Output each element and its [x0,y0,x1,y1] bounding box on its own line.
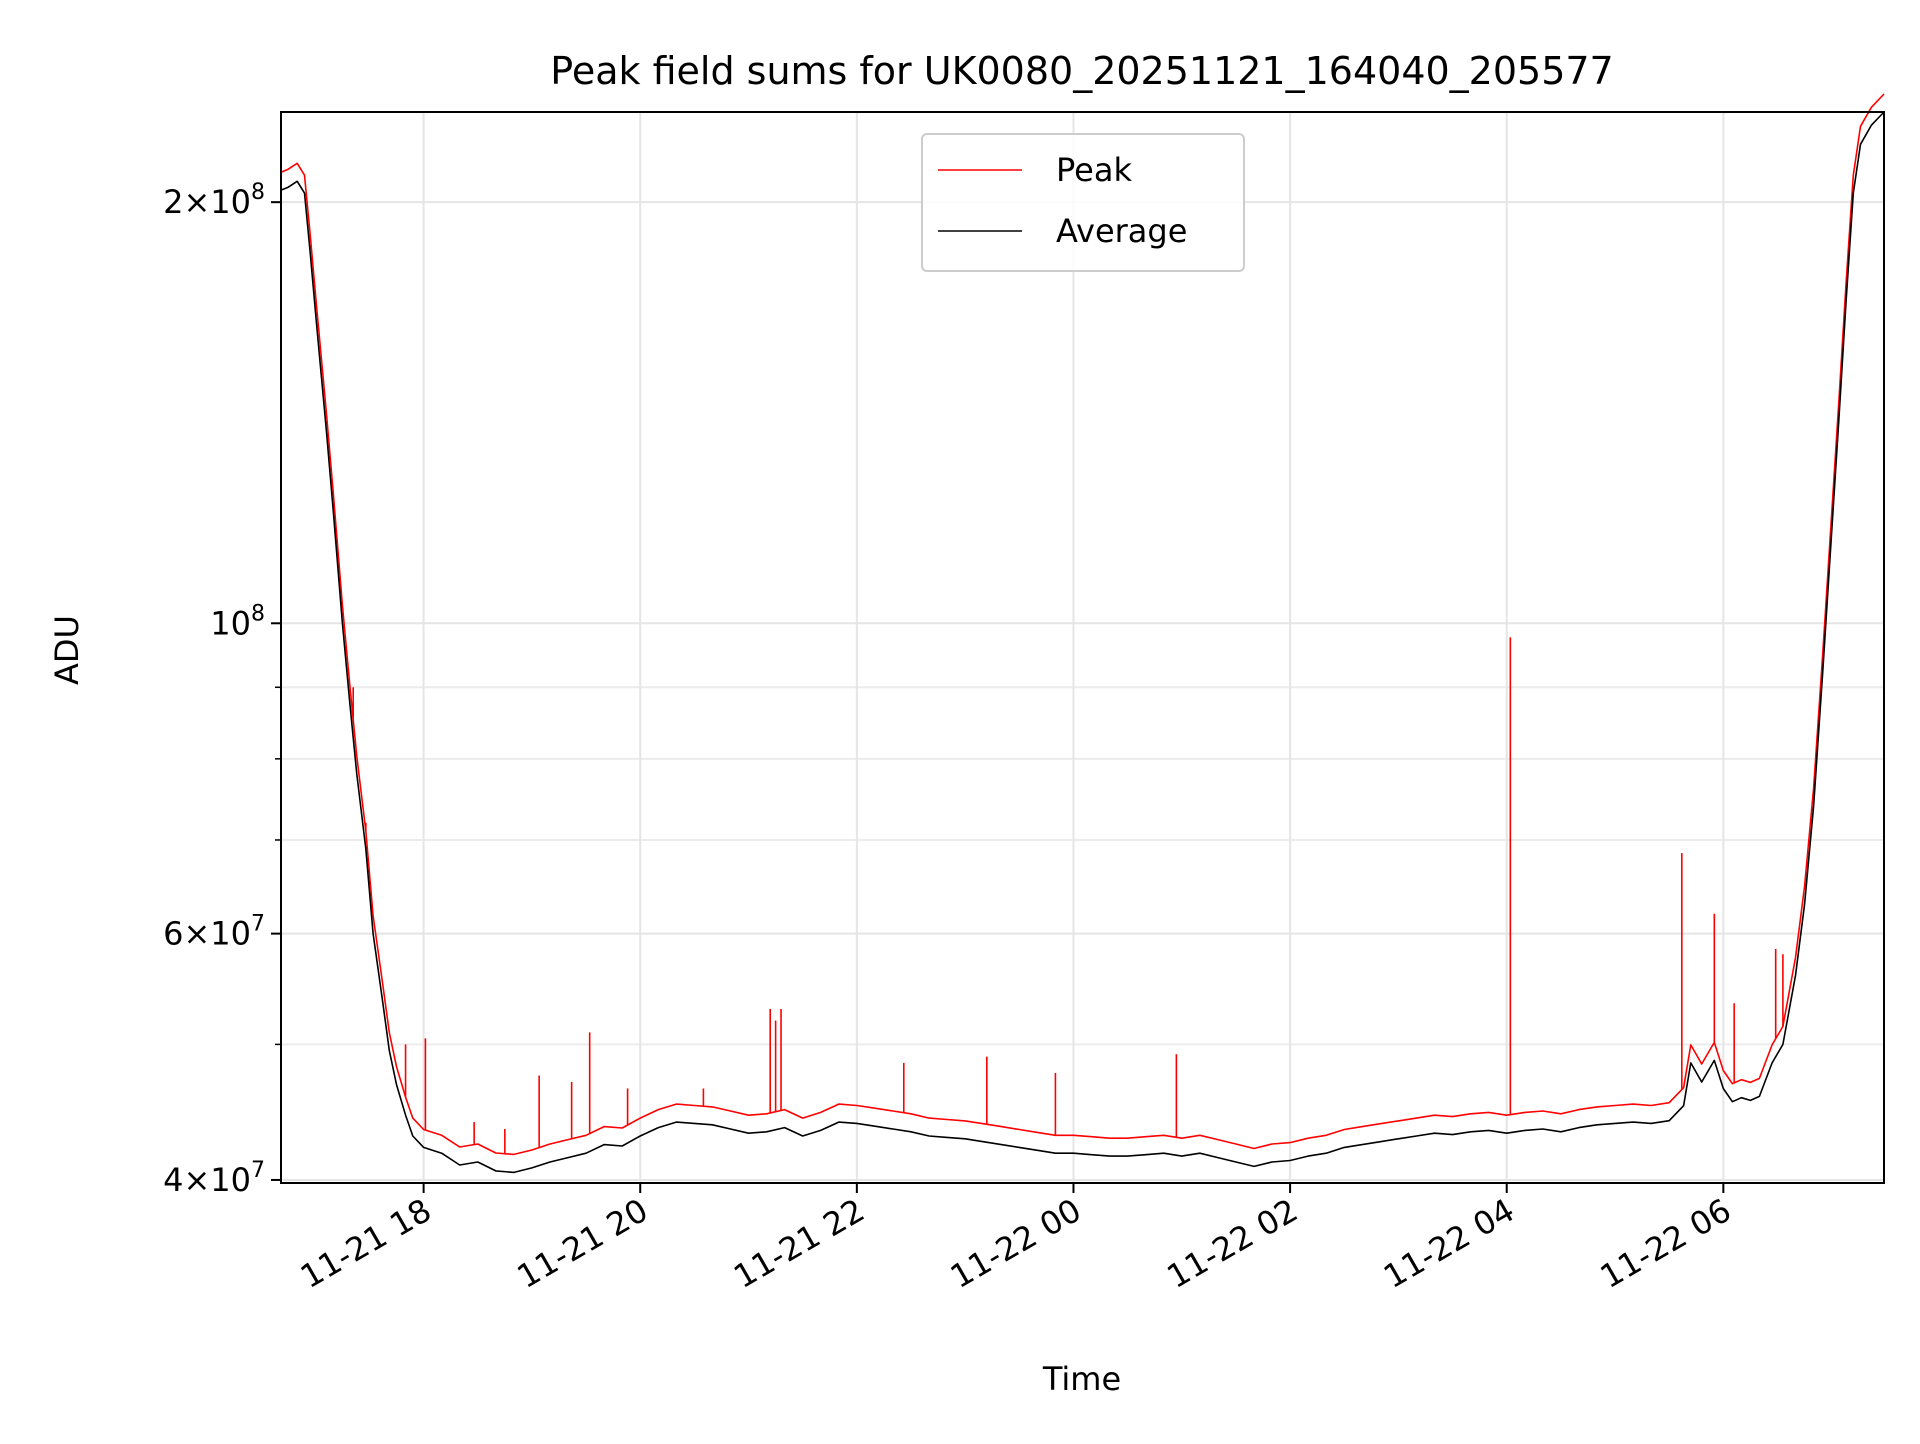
plot-lines [280,93,1885,1174]
x-axis-label: Time [1042,1360,1121,1398]
y-axis-label: ADU [48,615,86,685]
y-axis: 4×107 6×107 108 2×108 [163,180,281,1199]
y-tick-label: 2×108 [163,180,265,221]
chart-title: Peak field sums for UK0080_20251121_1640… [550,49,1613,93]
y-tick-label: 4×107 [163,1158,265,1199]
plot-frame [280,111,1885,1184]
legend-label-average: Average [1056,212,1187,250]
legend: Peak Average [921,133,1245,272]
grid [281,112,1884,1183]
y-tick-label: 108 [210,601,265,642]
legend-box [921,133,1245,272]
series-average-line [280,111,1885,1174]
legend-label-peak: Peak [1056,151,1132,189]
series-peak-line [280,93,1885,1156]
y-tick-label: 6×107 [163,912,265,953]
